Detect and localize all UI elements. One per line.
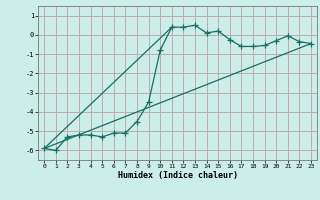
X-axis label: Humidex (Indice chaleur): Humidex (Indice chaleur): [118, 171, 238, 180]
